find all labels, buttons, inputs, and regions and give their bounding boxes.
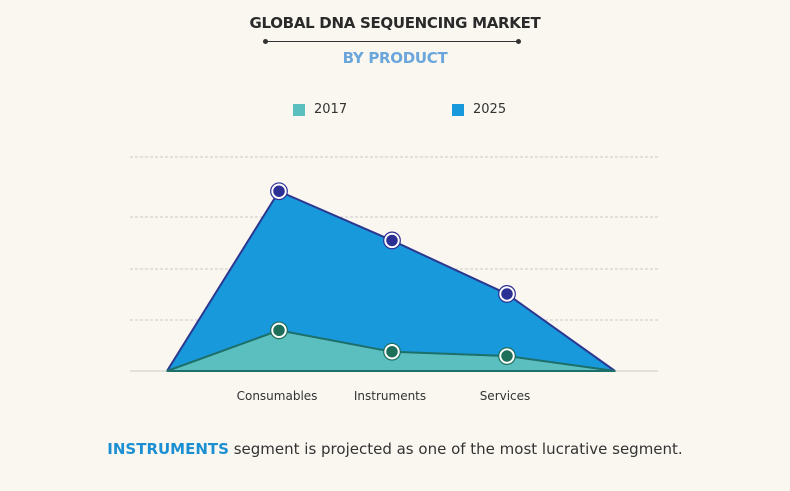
x-tick-label: Services: [480, 389, 531, 403]
marker-2017-consumables: [270, 322, 288, 339]
footer-text: segment is projected as one of the most …: [228, 440, 683, 458]
legend-item-2025: 2025: [452, 102, 506, 117]
marker-ring: [270, 321, 288, 340]
marker-2025-instruments: [383, 232, 401, 249]
marker-2017-instruments: [383, 343, 401, 360]
legend-label-2025: 2025: [473, 102, 507, 117]
title-divider: [263, 39, 521, 44]
marker-ring: [498, 285, 516, 303]
legend-swatch-2017: [293, 103, 305, 116]
legend-swatch-2025: [452, 103, 464, 116]
footer-note: INSTRUMENTS segment is projected as one …: [0, 440, 790, 458]
marker-ring: [270, 182, 288, 201]
chart-title: GLOBAL DNA SEQUENCING MARKET: [249, 14, 541, 32]
footer-highlight: INSTRUMENTS: [107, 440, 229, 458]
marker-2017-services: [498, 347, 516, 365]
x-tick-label: Consumables: [237, 389, 318, 403]
marker-ring: [383, 231, 401, 250]
marker-2025-services: [498, 285, 516, 303]
chart-subtitle: BY PRODUCT: [342, 49, 448, 67]
marker-ring: [383, 342, 401, 361]
x-tick-label: Instruments: [354, 389, 426, 403]
marker-ring: [498, 347, 516, 365]
legend-item-2017: 2017: [293, 102, 347, 117]
marker-2025-consumables: [270, 182, 288, 200]
legend-label-2017: 2017: [314, 102, 348, 117]
